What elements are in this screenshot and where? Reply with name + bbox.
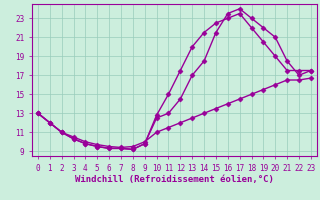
X-axis label: Windchill (Refroidissement éolien,°C): Windchill (Refroidissement éolien,°C) <box>75 175 274 184</box>
